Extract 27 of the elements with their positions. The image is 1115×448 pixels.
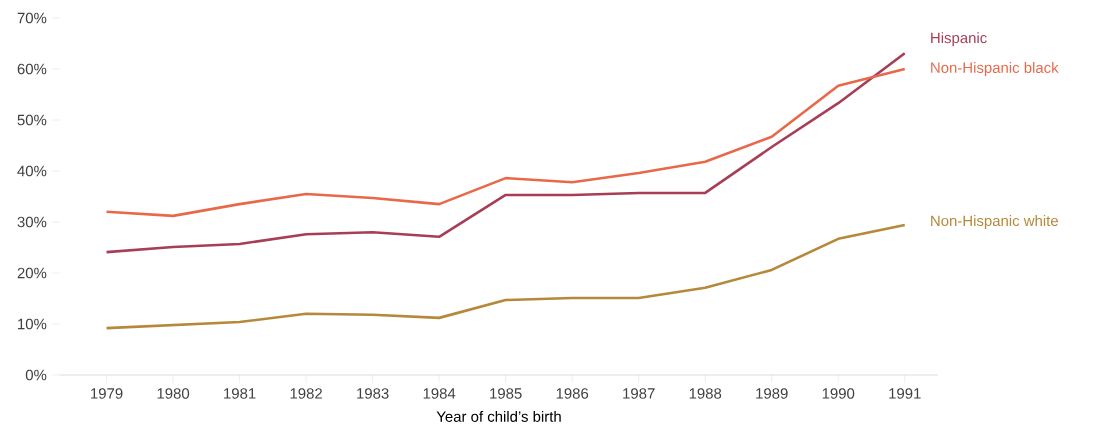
y-tick-label: 10% xyxy=(18,318,47,330)
x-tick-label: 1980 xyxy=(157,388,190,399)
x-tick-label: 1985 xyxy=(490,388,522,399)
x-tick-label: 1991 xyxy=(889,388,921,399)
y-tick-label: 60% xyxy=(17,63,47,75)
x-tick-label: 1990 xyxy=(822,388,855,399)
x-tick-label: 1988 xyxy=(689,388,722,399)
x-tick-label: 1983 xyxy=(357,388,389,399)
x-tick-label: 1987 xyxy=(623,388,655,399)
y-tick-label: 20% xyxy=(17,267,47,279)
x-tick-label: 1979 xyxy=(91,388,123,399)
y-tick-label: 0% xyxy=(25,369,47,381)
x-tick-label: 1981 xyxy=(224,388,256,399)
y-tick-label: 40% xyxy=(17,165,47,177)
line-series xyxy=(105,51,907,254)
x-tick-label: 1984 xyxy=(423,388,456,399)
series-label: Non-Hispanic black xyxy=(931,62,1059,76)
x-tick-label: 1986 xyxy=(556,388,589,399)
y-tick-label: 30% xyxy=(17,216,47,228)
series-label: Hispanic xyxy=(931,32,987,47)
y-tick-label: 70% xyxy=(17,12,47,24)
series-label: Non-Hispanic white xyxy=(931,215,1058,230)
y-tick-label: 50% xyxy=(17,114,47,126)
x-axis-title: Year of child’s birth xyxy=(436,410,561,422)
line-series xyxy=(105,67,907,218)
x-tick-label: 1982 xyxy=(290,388,322,399)
x-tick-label: 1989 xyxy=(756,388,788,399)
